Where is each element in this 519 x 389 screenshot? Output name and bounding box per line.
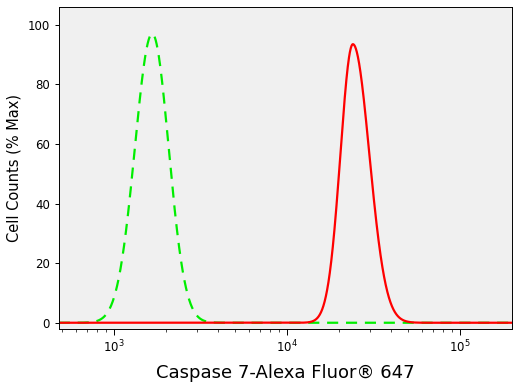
X-axis label: Caspase 7-Alexa Fluor® 647: Caspase 7-Alexa Fluor® 647 (156, 364, 415, 382)
Y-axis label: Cell Counts (% Max): Cell Counts (% Max) (7, 94, 22, 242)
